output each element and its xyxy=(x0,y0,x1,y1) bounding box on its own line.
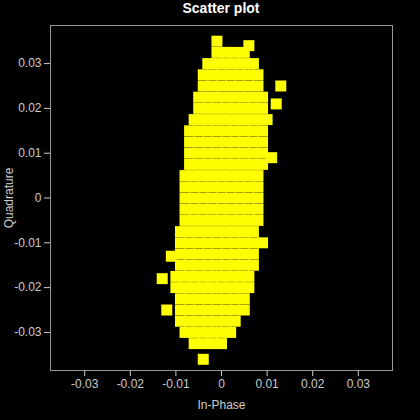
svg-text:-0.01: -0.01 xyxy=(162,377,190,391)
svg-text:0: 0 xyxy=(35,191,42,205)
svg-text:0.02: 0.02 xyxy=(301,377,325,391)
svg-text:0.02: 0.02 xyxy=(18,101,42,115)
svg-text:In-Phase: In-Phase xyxy=(197,398,245,412)
svg-text:-0.03: -0.03 xyxy=(71,377,99,391)
html-text:Scatter plot: Scatter plot xyxy=(182,0,260,16)
svg-text:0: 0 xyxy=(218,377,225,391)
svg-text:Quadrature: Quadrature xyxy=(2,167,16,228)
svg-text:-0.01: -0.01 xyxy=(14,236,42,250)
svg-text:-0.03: -0.03 xyxy=(14,325,42,339)
svg-text:0.03: 0.03 xyxy=(347,377,371,391)
svg-text:0.01: 0.01 xyxy=(255,377,279,391)
svg-text:0.01: 0.01 xyxy=(18,146,42,160)
svg-text:0.03: 0.03 xyxy=(18,56,42,70)
svg-text:-0.02: -0.02 xyxy=(117,377,145,391)
svg-text:-0.02: -0.02 xyxy=(14,280,42,294)
